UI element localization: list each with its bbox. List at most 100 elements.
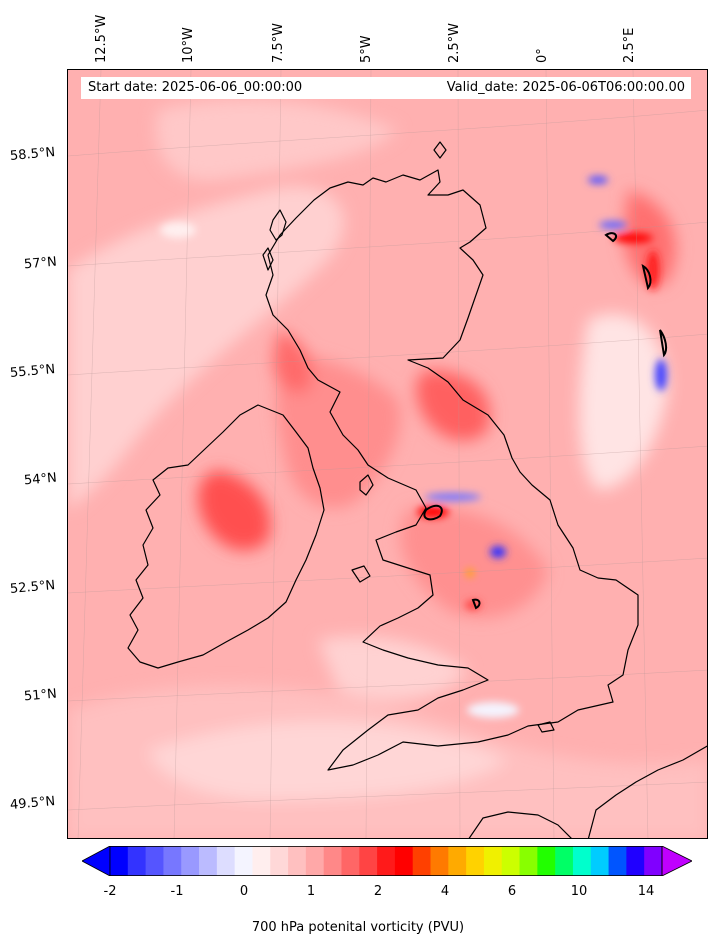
lat-label-55-5n: 55.5°N: [9, 362, 56, 381]
colorbar-tick-label: 10: [570, 884, 588, 899]
colorbar-tick-label: 2: [373, 884, 383, 899]
colorbar-under-arrow: [82, 846, 111, 876]
pv-contour: [423, 504, 443, 521]
pv-contour: [659, 329, 668, 358]
pv-blue-streak: [655, 359, 667, 391]
coastline-anglesey: [351, 565, 371, 583]
lon-label-7-5w: 7.5°W: [271, 22, 286, 63]
pv-white-spot: [160, 222, 196, 238]
coastline-great-britain: [265, 169, 639, 771]
pv-small-features: [160, 176, 667, 718]
pv-band-light-east: [579, 313, 668, 490]
coastline-orkney: [433, 141, 447, 159]
pv-blue-streak: [599, 221, 627, 229]
pv-white-spot: [467, 702, 519, 718]
lon-label-5w: 5°W: [359, 35, 374, 63]
valid-date-label: Valid_date: 2025-06-06T06:00:00.00: [446, 80, 685, 95]
colorbar-tick-label: 0: [239, 884, 249, 899]
colorbar-segment: [501, 846, 521, 876]
colorbar-segment: [537, 846, 556, 876]
lat-label-51n: 51°N: [23, 686, 58, 705]
colorbar-over-arrow: [661, 846, 692, 876]
coastline-wight: [537, 721, 555, 733]
pv-orange-spot: [466, 569, 474, 577]
colorbar-tick-label: -2: [103, 884, 117, 899]
lon-label-12-5w: 12.5°W: [94, 14, 109, 63]
pv-blue-streak: [490, 546, 506, 558]
pv-contour: [604, 232, 617, 243]
coastline-ireland: [127, 404, 325, 669]
colorbar-segment: [305, 846, 325, 876]
colorbar-tick-label: 6: [507, 884, 517, 899]
pv-blue-streak: [588, 176, 608, 184]
colorbar-segment: [288, 846, 307, 876]
pv-field-smooth: [68, 99, 707, 838]
graticule-line: [68, 333, 707, 376]
colorbar-segment: [448, 846, 467, 876]
graticule-line: [173, 70, 192, 838]
colorbar-segment: [590, 846, 610, 876]
colorbar-segment: [430, 846, 449, 876]
graticule-line: [545, 70, 555, 838]
pv-contour: [471, 598, 481, 610]
colorbar-segment: [127, 846, 147, 876]
colorbar-segment: [181, 846, 200, 876]
colorbar-tick-label: -1: [170, 884, 184, 899]
colorbar-segment: [483, 846, 503, 876]
lon-label-0: 0°: [535, 48, 550, 63]
lat-label-57n: 57°N: [23, 254, 58, 273]
colorbar-segment: [644, 846, 663, 876]
pv-band-light-north: [156, 99, 398, 181]
colorbar-segment: [163, 846, 182, 876]
pv-band-light-southwest: [318, 636, 468, 701]
coastline-hebrides: [269, 209, 287, 241]
colorbar-tick-label: 14: [637, 884, 655, 899]
colorbar: [82, 846, 692, 876]
pv-red-streak: [647, 250, 659, 290]
pv-red-streak: [613, 233, 653, 243]
graticule-line: [365, 70, 372, 838]
lon-label-2-5e: 2.5°E: [622, 27, 637, 63]
pv-map: [68, 70, 707, 838]
colorbar-segment: [377, 846, 396, 876]
graticule-line: [77, 70, 102, 838]
pv-band-midlands: [400, 507, 548, 618]
coastline-isle-of-man: [359, 474, 374, 496]
colorbar-segment: [412, 846, 432, 876]
lat-label-49-5n: 49.5°N: [9, 794, 56, 813]
colorbar-segment: [199, 846, 218, 876]
colorbar-segment: [216, 846, 236, 876]
colorbar-segment: [341, 846, 360, 876]
pv-contours: [423, 232, 668, 610]
pv-band-strong-northeast: [416, 370, 490, 441]
colorbar-segment: [626, 846, 645, 876]
pv-blue-streak: [425, 493, 481, 501]
lat-label-54n: 54°N: [23, 470, 58, 489]
map-panel: [67, 69, 708, 839]
lon-label-10w: 10°W: [181, 27, 196, 63]
colorbar-segment: [572, 846, 592, 876]
lon-label-2-5w: 2.5°W: [447, 22, 462, 63]
lat-label-52-5n: 52.5°N: [9, 578, 56, 597]
pv-contour: [641, 263, 652, 291]
coastlines: [127, 141, 707, 838]
colorbar-segment: [145, 846, 164, 876]
graticule-line: [269, 70, 282, 838]
pv-band-light-channel: [148, 721, 508, 800]
colorbar-tick-label: 1: [306, 884, 316, 899]
lat-label-58-5n: 58.5°N: [9, 145, 56, 164]
colorbar-segment: [270, 846, 289, 876]
graticule-line: [632, 70, 649, 838]
colorbar-tick-label: 4: [440, 884, 450, 899]
colorbar-border: [109, 846, 663, 876]
graticule-line: [68, 109, 707, 157]
colorbar-segment: [466, 846, 485, 876]
coastline-france: [587, 745, 707, 838]
start-date-label: Start date: 2025-06-06_00:00:00: [88, 80, 303, 95]
coastline-hebrides: [262, 247, 274, 271]
graticule-line: [68, 221, 707, 267]
colorbar-segment: [110, 846, 129, 876]
colorbar-segment: [359, 846, 378, 876]
colorbar-segment: [252, 846, 271, 876]
colorbar-segment: [608, 846, 627, 876]
